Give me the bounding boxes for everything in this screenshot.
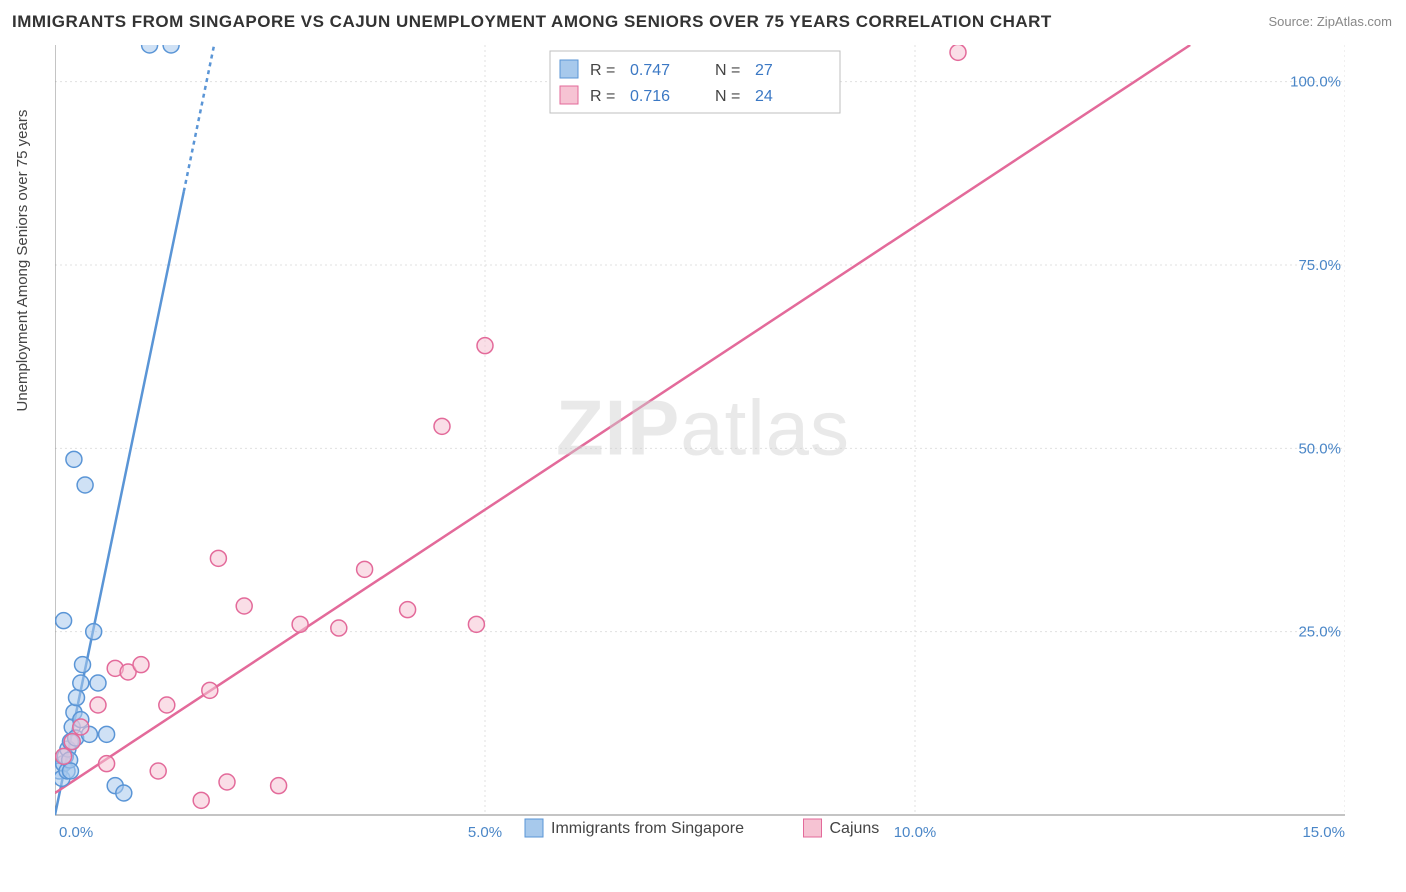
data-point [271,778,287,794]
data-point [400,602,416,618]
data-point [477,338,493,354]
legend-n-label: N = [715,62,740,79]
data-point [62,763,78,779]
data-point [64,734,80,750]
y-tick-label: 100.0% [1290,74,1341,91]
legend-swatch [560,60,578,78]
data-point [468,616,484,632]
source-attribution: Source: ZipAtlas.com [1268,14,1392,29]
chart-title: IMMIGRANTS FROM SINGAPORE VS CAJUN UNEMP… [12,12,1052,32]
data-point [56,748,72,764]
scatter-plot: 25.0%50.0%75.0%100.0%0.0%5.0%10.0%15.0%R… [55,45,1345,815]
data-point [292,616,308,632]
data-point [202,682,218,698]
legend-r-value: 0.747 [630,62,670,79]
data-point [133,657,149,673]
data-point [331,620,347,636]
legend-swatch [525,819,543,837]
x-tick-label: 10.0% [894,824,937,841]
data-point [236,598,252,614]
plot-svg: 25.0% 50.0% 75.0% 100.0% 0.0% 5.0% 10.0% 15.0% R… [55,45,1345,845]
data-point [77,477,93,493]
legend-n-value: 24 [755,88,773,105]
x-tick-label: 5.0% [468,824,502,841]
legend-r-value: 0.716 [630,88,670,105]
data-point [73,675,89,691]
data-point [56,613,72,629]
legend-swatch [804,819,822,837]
y-tick-label: 50.0% [1298,440,1341,457]
data-point [142,45,158,53]
data-point [159,697,175,713]
y-tick-label: 25.0% [1298,624,1341,641]
y-axis-label: Unemployment Among Seniors over 75 years [14,110,31,412]
data-point [116,785,132,801]
trend-line [55,45,1190,793]
data-point [950,45,966,60]
legend-r-label: R = [590,62,615,79]
data-point [210,550,226,566]
legend-swatch [560,86,578,104]
legend-n-value: 27 [755,62,773,79]
legend-r-label: R = [590,88,615,105]
data-point [150,763,166,779]
source-prefix: Source: [1268,14,1316,29]
data-point [73,719,89,735]
data-point [69,690,85,706]
data-point [90,697,106,713]
legend-n-label: N = [715,88,740,105]
data-point [75,657,91,673]
trend-line-dashed [184,45,214,192]
data-point [66,451,82,467]
legend-series-label: Immigrants from Singapore [551,820,744,837]
data-point [357,561,373,577]
data-point [163,45,179,53]
y-tick-label: 75.0% [1298,257,1341,274]
data-point [434,418,450,434]
source-name: ZipAtlas.com [1317,14,1392,29]
data-point [90,675,106,691]
x-tick-label: 15.0% [1302,824,1345,841]
data-point [99,726,115,742]
legend-series-label: Cajuns [830,820,880,837]
data-point [219,774,235,790]
data-point [99,756,115,772]
x-tick-label: 0.0% [59,824,93,841]
data-point [86,624,102,640]
data-point [193,792,209,808]
